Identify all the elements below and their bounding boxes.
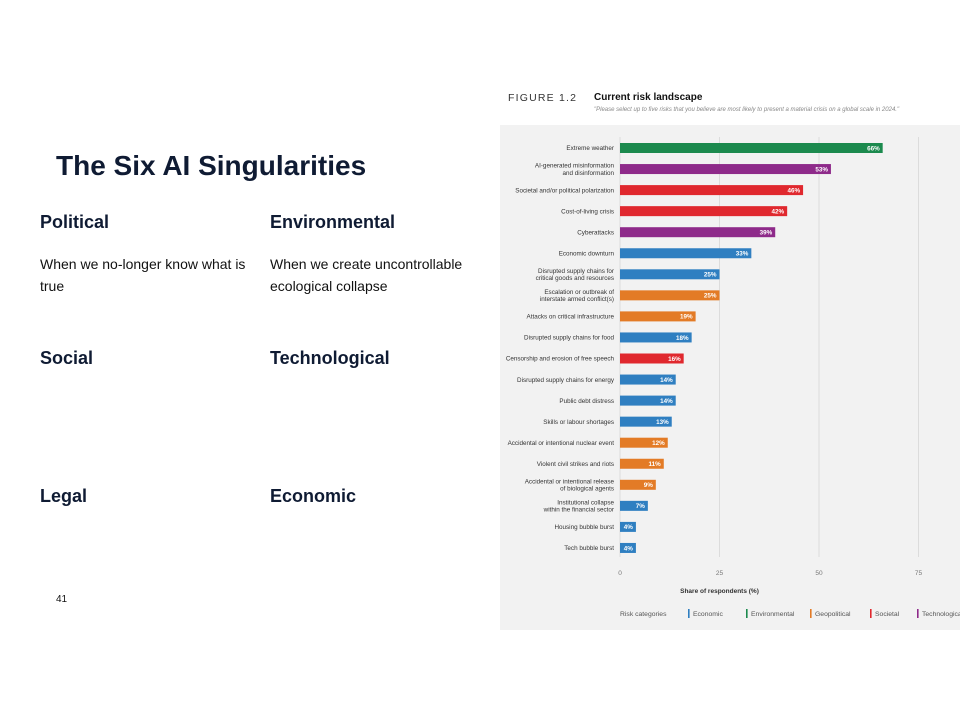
slide-title: The Six AI Singularities <box>56 150 367 181</box>
bar-16 <box>620 458 664 469</box>
bar-value-label-9: 19% <box>680 314 693 321</box>
x-axis-title: Share of respondents (%) <box>680 588 759 595</box>
bar-label-5: Cyberattacks <box>577 229 614 236</box>
bar-label-2: AI-generated misinformation and disinform… <box>535 163 615 177</box>
bar-14 <box>620 416 672 427</box>
bar-13 <box>620 395 676 406</box>
legend-swatch-environmental <box>746 609 748 618</box>
risk-chart-panel: 0 25 50 75 Extreme weather 66% AI-generated mi… <box>500 125 960 630</box>
bar-label-18: Institutional collapse within the financi… <box>543 499 615 513</box>
bar-value-label-4: 42% <box>772 208 785 215</box>
bar-10 <box>620 332 692 343</box>
bar-label-16: Violent civil strikes and riots <box>537 461 614 468</box>
bar-label-10: Disrupted supply chains for food <box>524 335 614 342</box>
bar-label-12: Disrupted supply chains for energy <box>517 377 615 384</box>
legend-title: Risk categories <box>620 611 667 618</box>
legend-item-environmental: Environmental <box>751 611 795 618</box>
bar-17 <box>620 479 656 490</box>
bar-value-label-8: 25% <box>704 293 717 300</box>
legend-item-economic: Economic <box>693 611 723 618</box>
bar-7 <box>620 269 720 280</box>
bar-label-19: Housing bubble burst <box>554 524 614 531</box>
x-tick-label-25: 25 <box>716 570 724 577</box>
bar-value-label-11: 16% <box>668 356 681 363</box>
category-economic-heading: Economic <box>270 486 357 506</box>
bar-value-label-20: 4% <box>624 545 634 552</box>
bar-value-label-18: 7% <box>636 503 646 510</box>
legend-swatch-technological <box>917 609 919 618</box>
bar-value-label-13: 14% <box>660 398 673 405</box>
bar-label-1: Extreme weather <box>566 145 614 152</box>
bar-value-label-17: 9% <box>644 482 654 489</box>
bar-value-label-12: 14% <box>660 377 673 384</box>
category-legal-heading: Legal <box>40 486 88 506</box>
bar-label-3: Societal and/or political polarization <box>515 187 614 194</box>
x-tick-label-0: 0 <box>618 570 622 577</box>
bar-value-label-16: 11% <box>649 461 662 468</box>
bar-value-label-15: 12% <box>652 440 665 447</box>
bar-2 <box>620 164 831 175</box>
bar-value-label-6: 33% <box>736 251 749 258</box>
bar-value-label-7: 25% <box>704 272 717 279</box>
bar-value-label-1: 66% <box>867 145 880 152</box>
category-environmental-description: When we create uncontrollable ecological… <box>270 256 463 294</box>
legend-item-societal: Societal <box>875 611 900 618</box>
bar-label-9: Attacks on critical infrastructure <box>527 314 615 321</box>
figure-title: Current risk landscape <box>594 92 703 103</box>
bar-value-label-10: 18% <box>676 335 689 342</box>
bar-19 <box>620 521 636 532</box>
legend-swatch-societal <box>870 609 872 618</box>
x-tick-label-50: 50 <box>815 570 823 577</box>
category-political-description: When we no-longer know what is true <box>40 256 246 294</box>
bar-15 <box>620 437 668 448</box>
category-technological-heading: Technological <box>270 348 390 368</box>
bar-18 <box>620 500 648 511</box>
bar-9 <box>620 311 696 322</box>
bar-11 <box>620 353 684 364</box>
bar-label-4: Cost-of-living crisis <box>561 208 614 215</box>
bar-label-8: Escalation or outbreak of interstate arme… <box>540 289 614 303</box>
bar-4 <box>620 206 788 217</box>
risk-bar-chart: 0 25 50 75 Extreme weather 66% AI-generated mi… <box>506 137 960 618</box>
bar-3 <box>620 185 804 196</box>
bar-20 <box>620 542 636 553</box>
legend-swatch-economic <box>688 609 690 618</box>
bar-label-13: Public debt distress <box>559 398 614 405</box>
legend-item-technological: Technological <box>922 611 960 618</box>
bar-label-11: Censorship and erosion of free speech <box>506 356 615 363</box>
category-environmental-heading: Environmental <box>270 212 396 232</box>
page-number: 41 <box>56 594 68 605</box>
x-tick-label-75: 75 <box>915 570 923 577</box>
bar-6 <box>620 248 752 259</box>
legend-swatch-geopolitical <box>810 609 812 618</box>
category-political-heading: Political <box>40 212 110 232</box>
bar-label-17: Accidental or intentional release of biol… <box>525 478 615 492</box>
bar-label-15: Accidental or intentional nuclear event <box>508 440 615 447</box>
bar-value-label-5: 39% <box>760 230 773 237</box>
bar-8 <box>620 290 720 301</box>
bar-value-label-14: 13% <box>656 419 669 426</box>
bar-5 <box>620 227 776 238</box>
bar-label-6: Economic downturn <box>559 250 615 257</box>
bar-value-label-2: 53% <box>815 166 828 173</box>
legend-item-geopolitical: Geopolitical <box>815 611 851 618</box>
bar-value-label-19: 4% <box>624 524 634 531</box>
bar-label-14: Skills or labour shortages <box>543 419 614 426</box>
bar-label-20: Tech bubble burst <box>564 545 614 552</box>
category-social-heading: Social <box>40 348 94 368</box>
bar-1 <box>620 143 883 153</box>
bar-value-label-3: 46% <box>787 187 800 194</box>
figure-subtitle: "Please select up to five risks that you… <box>594 107 900 113</box>
bar-label-7: Disrupted supply chains for critical good… <box>536 268 614 282</box>
figure-label: FIGURE 1.2 <box>508 92 578 104</box>
bar-12 <box>620 374 676 385</box>
